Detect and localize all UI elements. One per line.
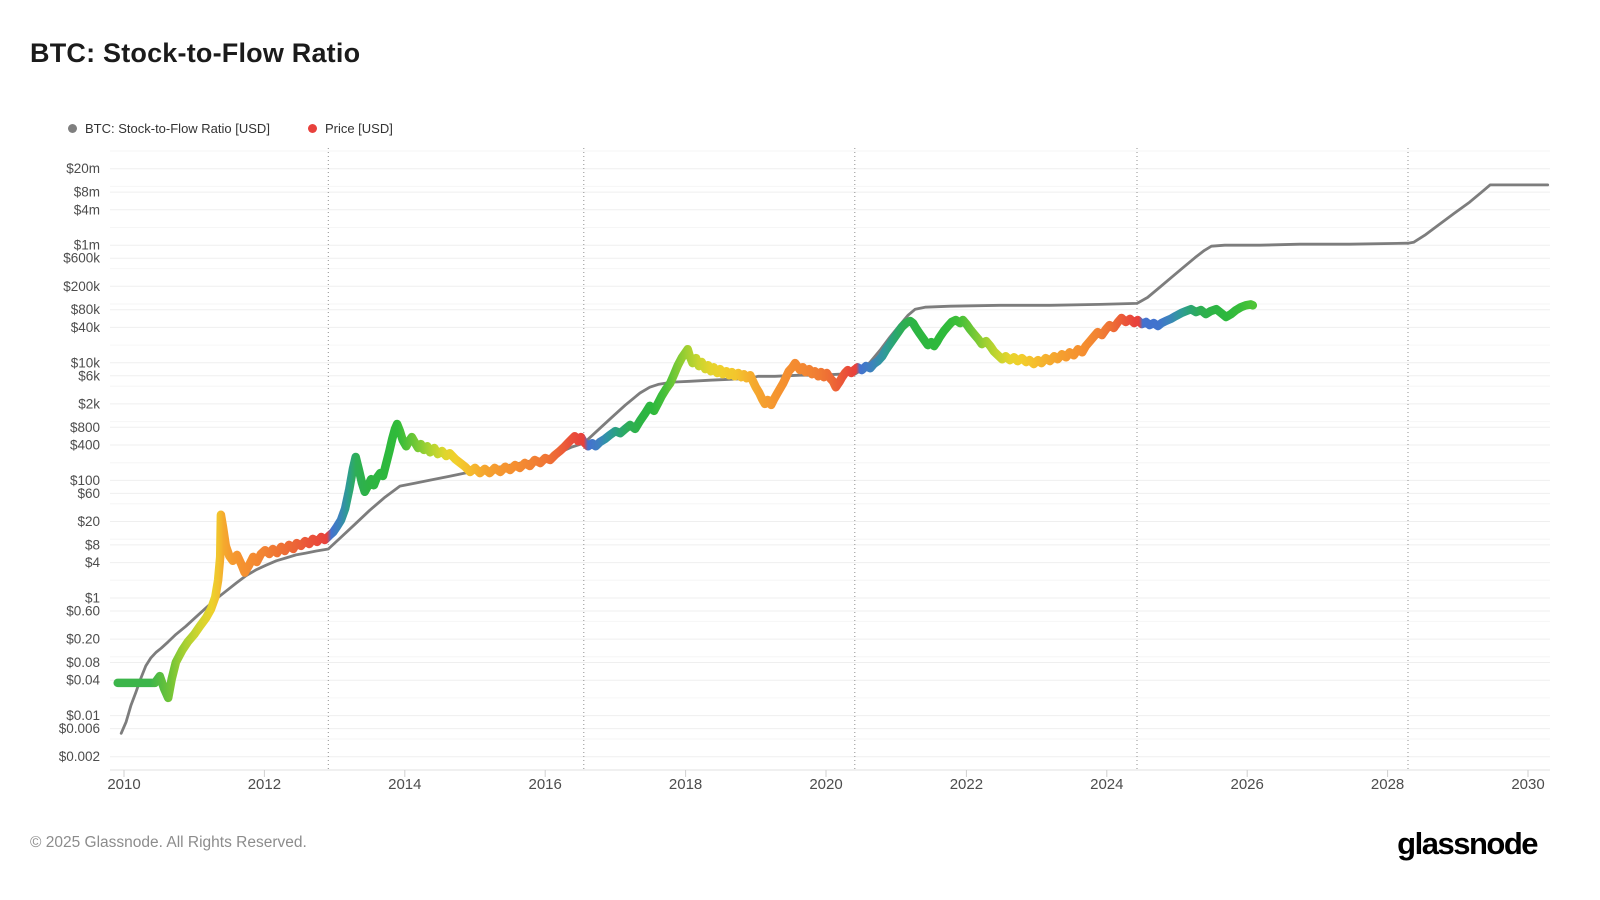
y-axis-label: $800 bbox=[70, 420, 100, 435]
s2f-legend-dot-icon bbox=[68, 124, 77, 133]
y-axis-labels: $20m $8m $4m $1m$600k $200k $80k $40k $10k$6k $2… bbox=[59, 161, 101, 764]
y-axis-label: $0.01 bbox=[66, 708, 100, 723]
legend-item-s2f[interactable]: BTC: Stock-to-Flow Ratio [USD] bbox=[68, 121, 270, 136]
y-gridlines bbox=[110, 150, 1550, 758]
x-axis: 2010 2012 2014 2016 2018 2020 2022 2024 2026 2028… bbox=[107, 769, 1550, 793]
y-axis-label: $0.20 bbox=[66, 632, 100, 647]
y-axis-label: $80k bbox=[71, 302, 101, 317]
x-axis-label: 2030 bbox=[1511, 776, 1544, 793]
page-title: BTC: Stock-to-Flow Ratio bbox=[30, 38, 361, 68]
x-axis-label: 2028 bbox=[1371, 776, 1404, 793]
s2f-model-line bbox=[119, 183, 1550, 735]
y-axis-label: $200k bbox=[63, 279, 100, 294]
y-axis-label: $1 bbox=[85, 591, 100, 606]
x-axis-label: 2022 bbox=[950, 776, 983, 793]
x-axis-label: 2024 bbox=[1090, 776, 1123, 793]
y-axis-label: $400 bbox=[70, 438, 100, 453]
y-axis-label: $100 bbox=[70, 473, 100, 488]
x-axis-label: 2012 bbox=[248, 776, 281, 793]
x-axis-label: 2018 bbox=[669, 776, 702, 793]
halving-lines bbox=[327, 148, 1409, 770]
y-axis-label: $2k bbox=[78, 396, 100, 411]
y-axis-label: $60 bbox=[77, 486, 100, 501]
y-axis-label: $4 bbox=[85, 555, 101, 570]
y-axis-label: $1m bbox=[74, 238, 100, 253]
y-axis-label: $0.002 bbox=[59, 749, 100, 764]
y-axis-label: $4m bbox=[74, 202, 100, 217]
y-axis-label: $0.08 bbox=[66, 655, 100, 670]
y-axis-label: $10k bbox=[71, 355, 101, 370]
y-axis-label: $8 bbox=[85, 537, 100, 552]
y-axis-label: $40k bbox=[71, 320, 101, 335]
y-axis-label: $20 bbox=[77, 514, 100, 529]
y-axis-label: $0.04 bbox=[66, 673, 100, 688]
x-axis-label: 2010 bbox=[107, 776, 140, 793]
y-axis-label: $0.60 bbox=[66, 604, 100, 619]
y-axis-label: $6k bbox=[78, 368, 100, 383]
copyright-text: © 2025 Glassnode. All Rights Reserved. bbox=[30, 834, 307, 851]
y-axis-label: $600k bbox=[63, 251, 100, 266]
x-axis-label: 2026 bbox=[1231, 776, 1264, 793]
y-axis-label: $0.006 bbox=[59, 721, 100, 736]
glassnode-logo: glassnode bbox=[1397, 826, 1538, 861]
x-axis-label: 2020 bbox=[809, 776, 842, 793]
y-axis-label: $8m bbox=[74, 185, 100, 200]
x-axis-label: 2014 bbox=[388, 776, 421, 793]
price-legend-dot-icon bbox=[307, 124, 317, 133]
y-axis-label: $20m bbox=[66, 161, 100, 176]
s2f-legend-label: BTC: Stock-to-Flow Ratio [USD] bbox=[85, 121, 270, 136]
legend-item-price[interactable]: Price [USD] bbox=[307, 121, 393, 136]
price-line bbox=[113, 300, 1258, 703]
price-legend-label: Price [USD] bbox=[324, 121, 393, 136]
legend: BTC: Stock-to-Flow Ratio [USD] Price [US… bbox=[68, 121, 393, 136]
x-axis-label: 2016 bbox=[529, 776, 562, 793]
